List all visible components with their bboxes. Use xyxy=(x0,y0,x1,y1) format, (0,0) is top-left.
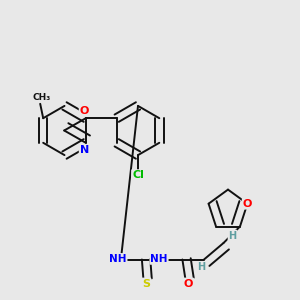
Text: S: S xyxy=(142,278,150,289)
Text: O: O xyxy=(80,106,89,116)
Text: Cl: Cl xyxy=(132,170,144,180)
Text: NH: NH xyxy=(109,254,127,264)
Text: NH: NH xyxy=(150,254,168,264)
Text: N: N xyxy=(80,145,89,155)
Text: H: H xyxy=(228,230,237,241)
Text: H: H xyxy=(197,262,205,272)
Text: O: O xyxy=(184,278,193,289)
Text: CH₃: CH₃ xyxy=(33,93,51,102)
Text: O: O xyxy=(243,199,252,209)
